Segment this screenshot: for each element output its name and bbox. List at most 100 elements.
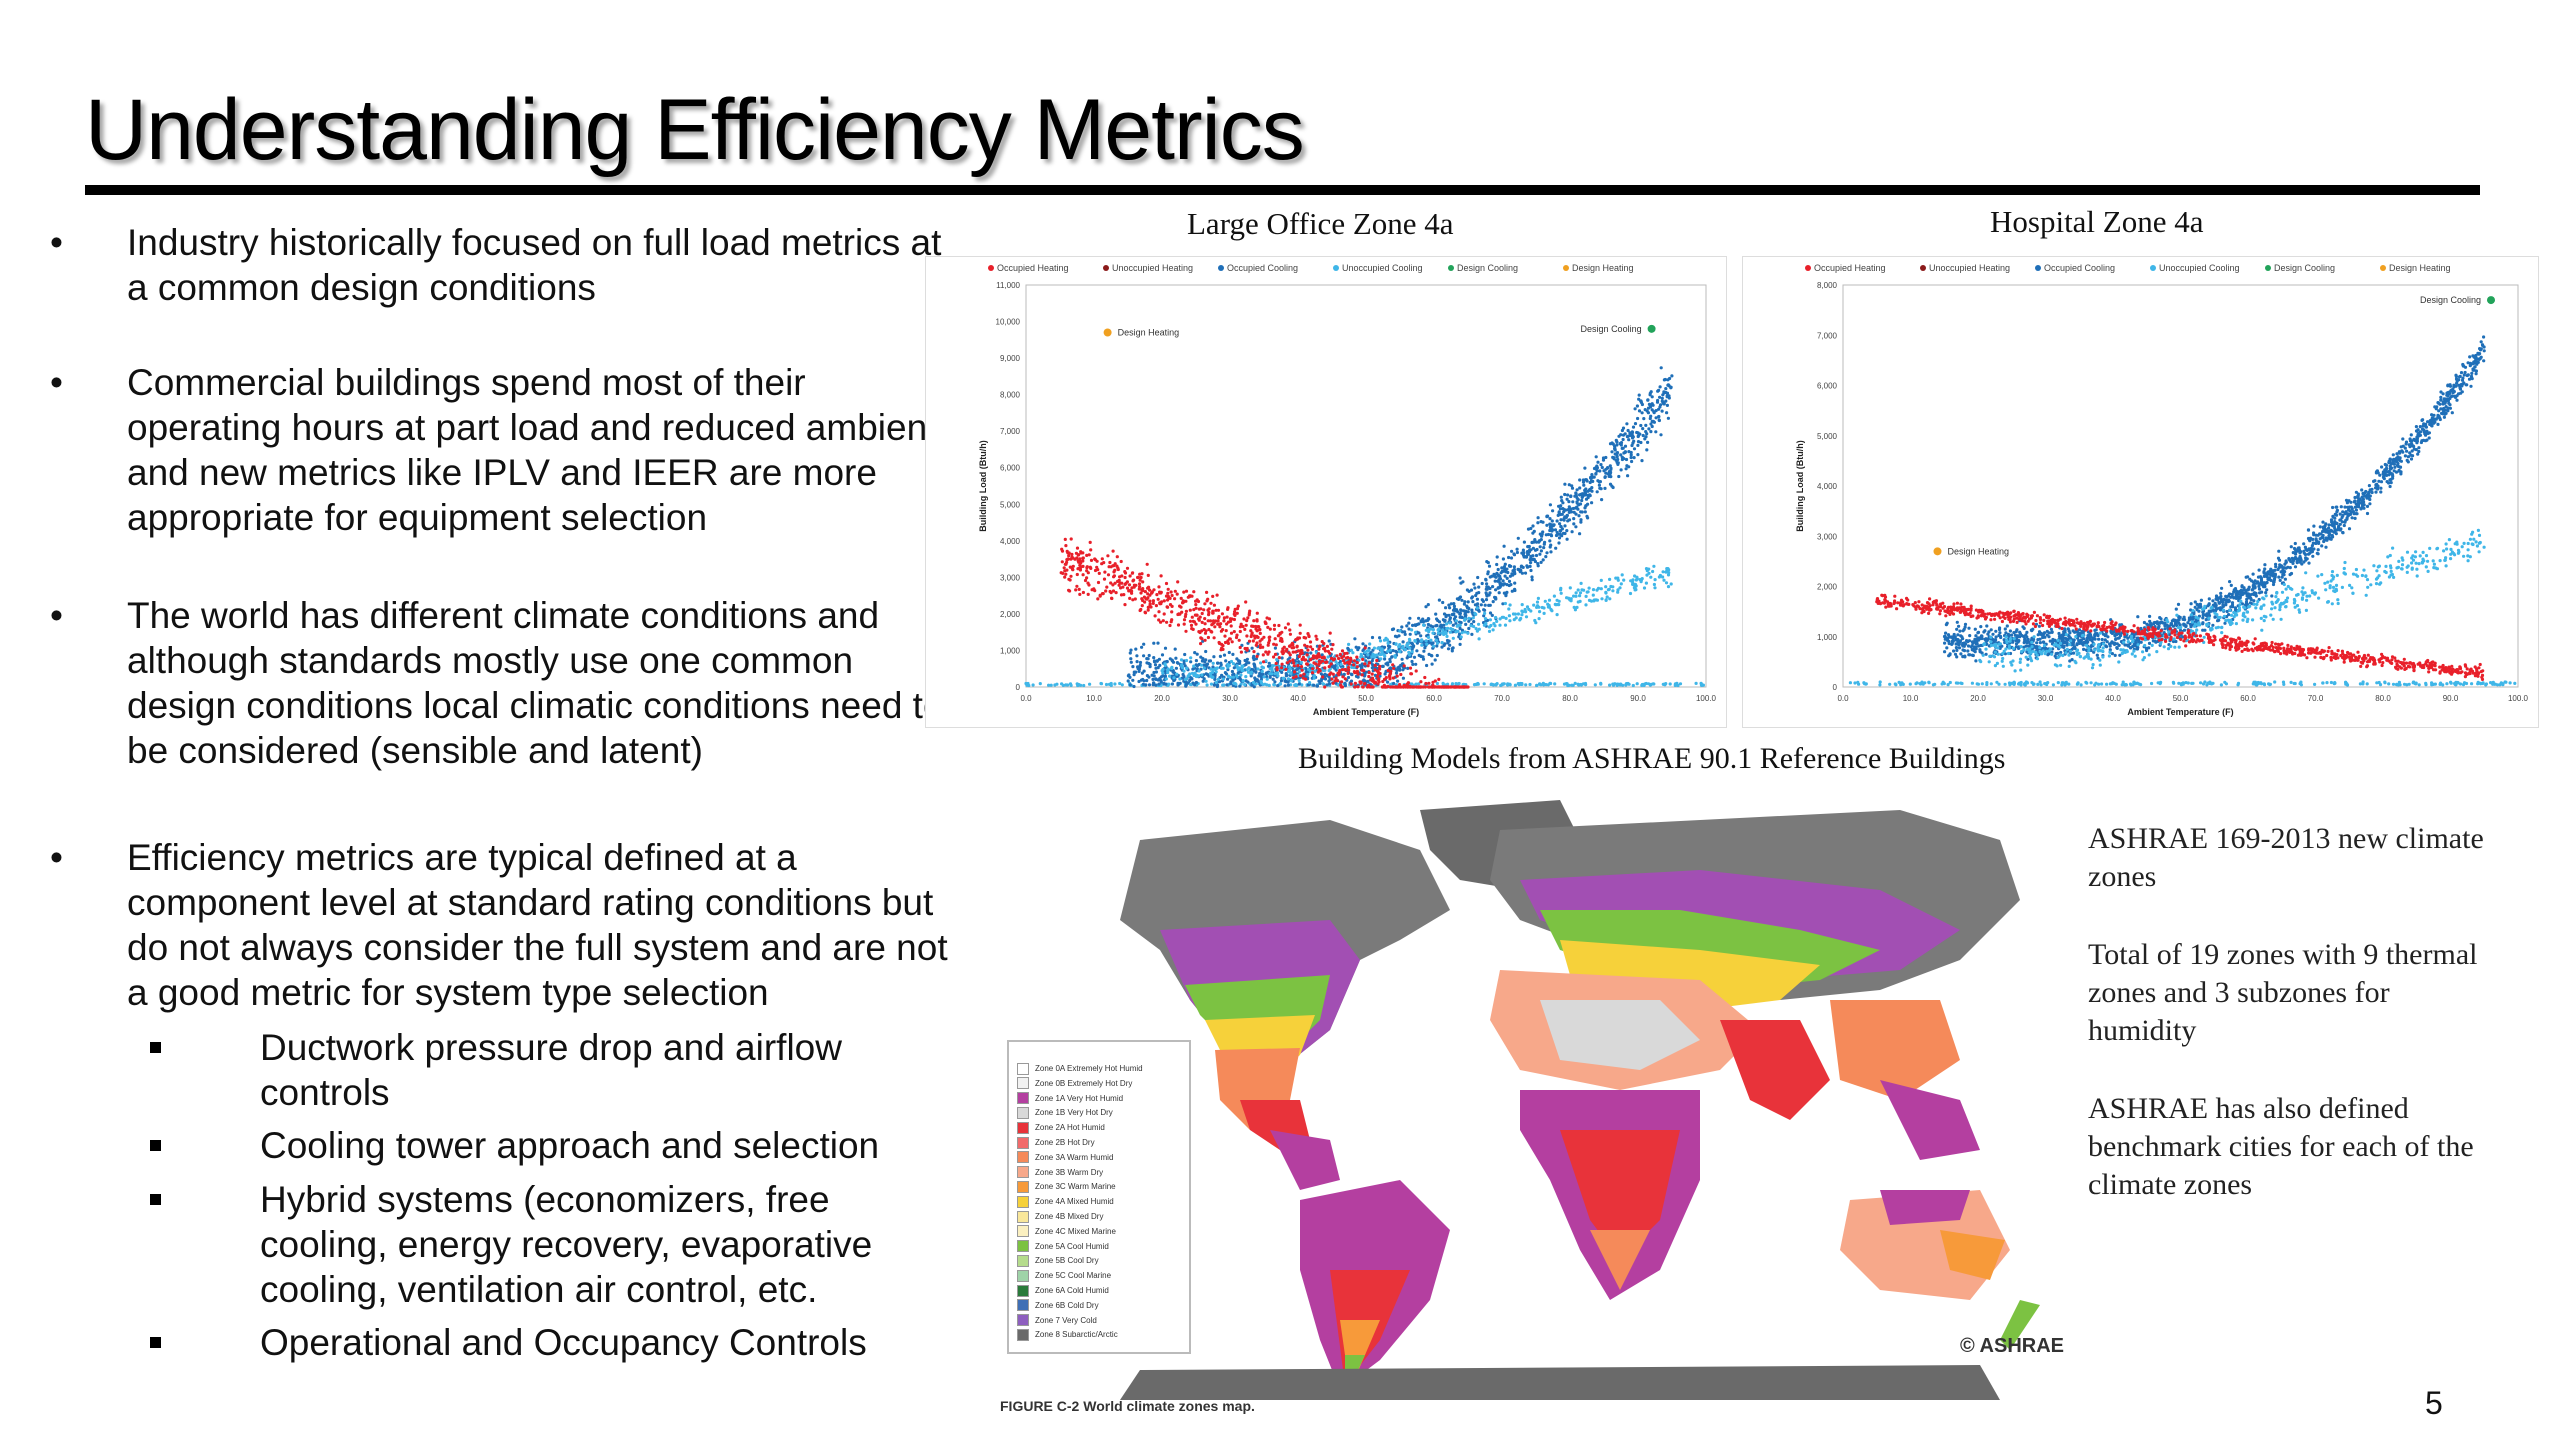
occupied-cooling-point: [2252, 599, 2256, 603]
occupied-cooling-point: [1546, 532, 1551, 537]
occupied-cooling-point: [2079, 641, 2084, 645]
occupied-cooling-point: [2229, 583, 2233, 587]
occupied-heating-point: [1062, 566, 1066, 570]
occupied-cooling-point: [1612, 457, 1616, 461]
unoccupied-cooling-point: [1619, 582, 1623, 586]
unoccupied-cooling-point: [1578, 594, 1582, 598]
occupied-heating-point: [1331, 643, 1335, 647]
occupied-cooling-point: [1631, 425, 1636, 429]
unoccupied-cooling-point: [1604, 585, 1608, 589]
occupied-heating-point: [1439, 685, 1443, 689]
occupied-cooling-point: [1154, 666, 1158, 670]
occupied-cooling-point: [1502, 544, 1506, 548]
occupied-cooling-point: [1519, 565, 1523, 569]
occupied-cooling-point: [1994, 635, 1998, 639]
occupied-heating-point: [1419, 680, 1423, 684]
unoccupied-cooling-point: [1649, 682, 1653, 686]
unoccupied-cooling-point: [2504, 680, 2508, 684]
occupied-heating-point: [1299, 674, 1303, 678]
occupied-heating-point: [1292, 670, 1297, 674]
y-tick-label: 10,000: [996, 318, 1021, 327]
occupied-cooling-point: [1538, 545, 1542, 549]
occupied-cooling-point: [2096, 633, 2100, 638]
occupied-cooling-point: [1636, 453, 1640, 457]
occupied-heating-point: [1341, 668, 1345, 672]
occupied-cooling-point: [1508, 564, 1512, 568]
occupied-cooling-point: [1595, 490, 1599, 494]
occupied-cooling-point: [1449, 602, 1453, 606]
unoccupied-cooling-point: [1164, 677, 1168, 681]
occupied-heating-point: [1138, 578, 1142, 582]
occupied-cooling-point: [1327, 639, 1331, 643]
occupied-heating-point: [1376, 672, 1381, 676]
occupied-heating-point: [1395, 674, 1399, 678]
occupied-cooling-point: [1153, 663, 1158, 667]
unoccupied-cooling-point: [1997, 682, 2001, 686]
occupied-cooling-point: [1601, 456, 1606, 460]
unoccupied-cooling-point: [1611, 589, 1615, 593]
occupied-cooling-point: [2424, 425, 2428, 429]
occupied-cooling-point: [1571, 500, 1575, 504]
occupied-heating-point: [1194, 599, 1198, 603]
occupied-cooling-point: [1955, 627, 1959, 631]
occupied-cooling-point: [1207, 659, 1211, 663]
occupied-cooling-point: [1154, 677, 1158, 681]
occupied-heating-point: [1157, 618, 1161, 622]
unoccupied-cooling-point: [2003, 682, 2007, 686]
unoccupied-cooling-point: [2387, 682, 2391, 686]
occupied-cooling-point: [1480, 598, 1484, 602]
unoccupied-cooling-point: [1359, 654, 1364, 658]
occupied-heating-point: [1314, 655, 1318, 659]
occupied-heating-point: [1248, 609, 1252, 613]
unoccupied-cooling-point: [1388, 648, 1392, 652]
occupied-heating-point: [1156, 597, 1160, 601]
unoccupied-cooling-point: [1448, 630, 1452, 634]
occupied-heating-point: [1142, 595, 1146, 599]
occupied-cooling-point: [1144, 683, 1148, 687]
occupied-heating-point: [1182, 622, 1186, 626]
y-axis-label: Building Load (Btu/h): [978, 440, 988, 531]
occupied-heating-point: [1203, 602, 1207, 606]
occupied-cooling-point: [2257, 584, 2261, 588]
unoccupied-cooling-point: [2179, 682, 2184, 686]
occupied-cooling-point: [2319, 532, 2323, 536]
occupied-heating-point: [1065, 558, 1069, 562]
occupied-cooling-point: [1666, 416, 1670, 420]
occupied-cooling-point: [1542, 542, 1546, 546]
occupied-cooling-point: [1505, 576, 1509, 580]
occupied-cooling-point: [1534, 540, 1539, 544]
y-tick-label: 5,000: [1000, 500, 1021, 509]
occupied-cooling-point: [1200, 659, 1204, 663]
occupied-heating-point: [1255, 654, 1259, 658]
occupied-heating-point: [1216, 608, 1221, 612]
occupied-cooling-point: [2189, 602, 2193, 606]
x-tick-label: 90.0: [1630, 694, 1646, 703]
occupied-heating-point: [1339, 683, 1343, 687]
occupied-heating-point: [1285, 661, 1289, 665]
unoccupied-cooling-point: [1580, 588, 1584, 592]
unoccupied-cooling-point: [1350, 665, 1354, 669]
unoccupied-cooling-point: [1192, 673, 1196, 678]
occupied-cooling-point: [1660, 396, 1664, 400]
occupied-heating-point: [1241, 624, 1245, 629]
occupied-cooling-point: [1577, 514, 1581, 518]
occupied-cooling-point: [2310, 544, 2314, 548]
occupied-cooling-point: [1128, 683, 1132, 687]
occupied-heating-point: [1356, 672, 1360, 676]
occupied-heating-point: [1258, 645, 1262, 650]
x-tick-label: 80.0: [2375, 694, 2391, 703]
occupied-heating-point: [1086, 592, 1090, 596]
occupied-heating-point: [1203, 631, 1208, 635]
occupied-cooling-point: [1539, 520, 1543, 524]
occupied-cooling-point: [1600, 498, 1604, 502]
occupied-cooling-point: [1521, 548, 1525, 552]
occupied-cooling-point: [1424, 605, 1428, 609]
legend-label: Unoccupied Cooling: [2159, 263, 2240, 273]
occupied-cooling-point: [2291, 561, 2295, 565]
occupied-heating-point: [1127, 583, 1132, 587]
x-tick-label: 10.0: [1903, 694, 1919, 703]
occupied-cooling-point: [1485, 585, 1489, 589]
occupied-cooling-point: [1526, 527, 1531, 531]
occupied-cooling-point: [1590, 473, 1594, 477]
unoccupied-cooling-point: [2012, 682, 2016, 686]
